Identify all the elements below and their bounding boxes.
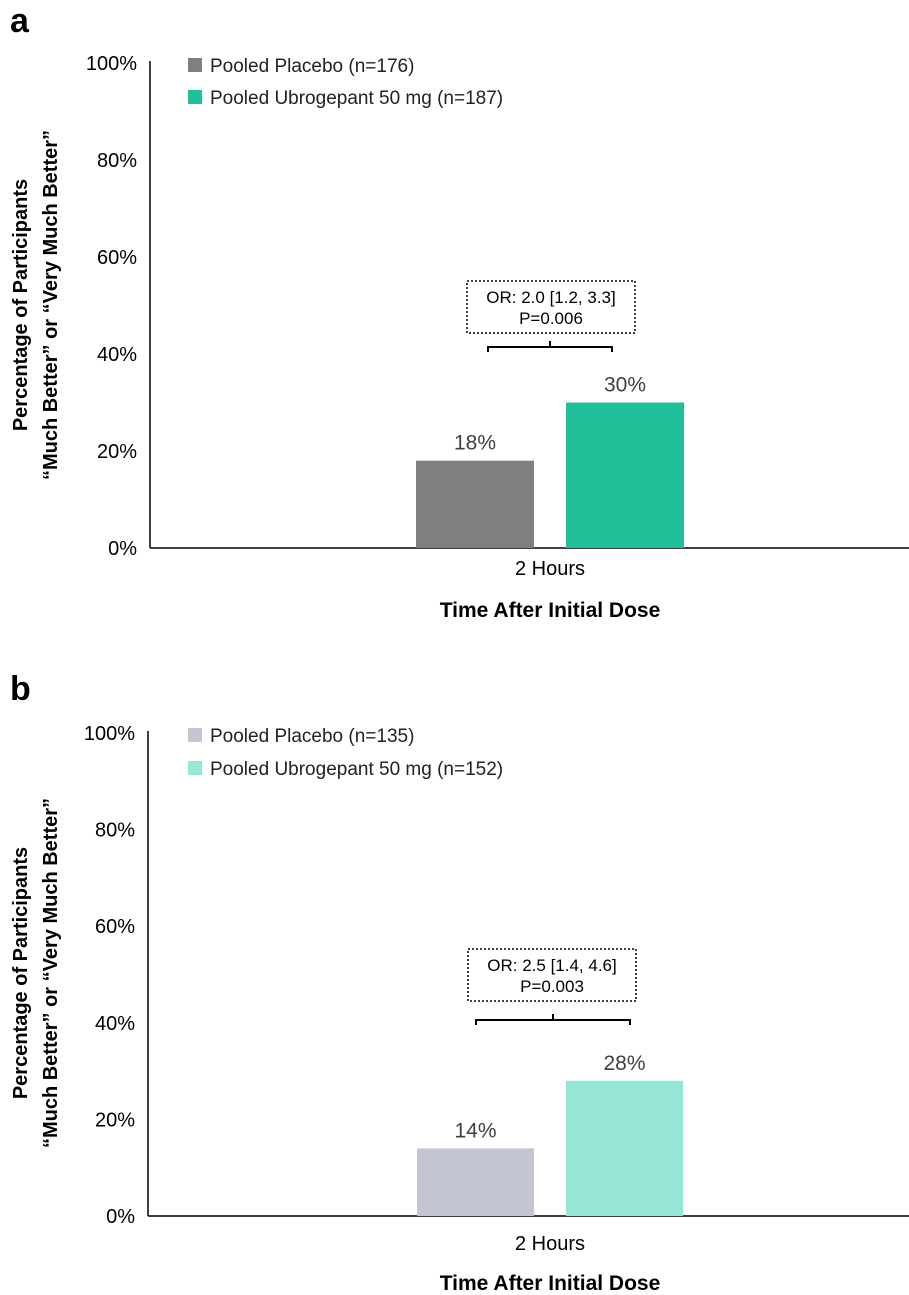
y-axis-label: Percentage of Participants [10, 847, 32, 1099]
y-axis-label: Percentage of Participants [10, 179, 32, 431]
y-tick-label: 0% [106, 1206, 135, 1228]
legend-swatch [188, 761, 202, 775]
legend-entry: Pooled Placebo (n=176) [210, 56, 414, 77]
x-axis-label: Time After Initial Dose [440, 599, 661, 622]
significance-bracket [475, 1014, 631, 1025]
x-category-label: 2 Hours [515, 558, 585, 580]
x-axis-label: Time After Initial Dose [440, 1272, 661, 1295]
y-axis-label: “Much Better” or “Very Much Better” [40, 798, 62, 1148]
stat-annotation-text: OR: 2.0 [1.2, 3.3] [486, 288, 615, 307]
stat-annotation-text: P=0.006 [519, 309, 583, 328]
chart-panel-b: b 0% 20% 40% 60% 80% 100% Percentage of Partici… [10, 670, 909, 1295]
legend-entry: Pooled Ubrogepant 50 mg (n=152) [210, 759, 503, 780]
data-label: 14% [454, 1119, 496, 1142]
data-label: 30% [604, 374, 646, 397]
legend-entry: Pooled Placebo (n=135) [210, 726, 414, 747]
stat-annotation-text: OR: 2.5 [1.4, 4.6] [487, 956, 616, 975]
chart-panel-a: a 0% 20% 40% 60% 80% 100% Percentage of Partici… [10, 2, 909, 622]
bar-ubrogepant [566, 402, 684, 548]
y-tick-label: 40% [95, 1013, 135, 1035]
y-tick-label: 80% [97, 150, 137, 172]
stat-annotation-text: P=0.003 [520, 977, 584, 996]
y-tick-label: 0% [108, 538, 137, 560]
y-tick-label: 100% [86, 53, 137, 75]
stat-annotation-box [467, 948, 637, 1002]
legend-entry: Pooled Ubrogepant 50 mg (n=187) [210, 88, 503, 109]
y-tick-label: 40% [97, 344, 137, 366]
stat-annotation-box [466, 280, 636, 334]
data-label: 28% [603, 1052, 645, 1075]
y-tick-label: 60% [95, 916, 135, 938]
legend-swatch [188, 728, 202, 742]
legend-swatch [188, 58, 202, 72]
panel-letter: b [10, 670, 31, 708]
panel-letter: a [10, 2, 30, 40]
x-category-label: 2 Hours [515, 1233, 585, 1255]
y-tick-label: 80% [95, 820, 135, 842]
bar-placebo [416, 460, 534, 548]
bar-placebo [417, 1148, 534, 1216]
significance-bracket [487, 341, 613, 352]
y-tick-label: 20% [97, 441, 137, 463]
data-label: 18% [454, 432, 496, 455]
y-axis-label: “Much Better” or “Very Much Better” [40, 130, 62, 480]
y-tick-label: 100% [84, 723, 135, 745]
y-tick-label: 60% [97, 247, 137, 269]
legend-swatch [188, 90, 202, 104]
y-tick-label: 20% [95, 1109, 135, 1131]
bar-ubrogepant [566, 1080, 683, 1216]
